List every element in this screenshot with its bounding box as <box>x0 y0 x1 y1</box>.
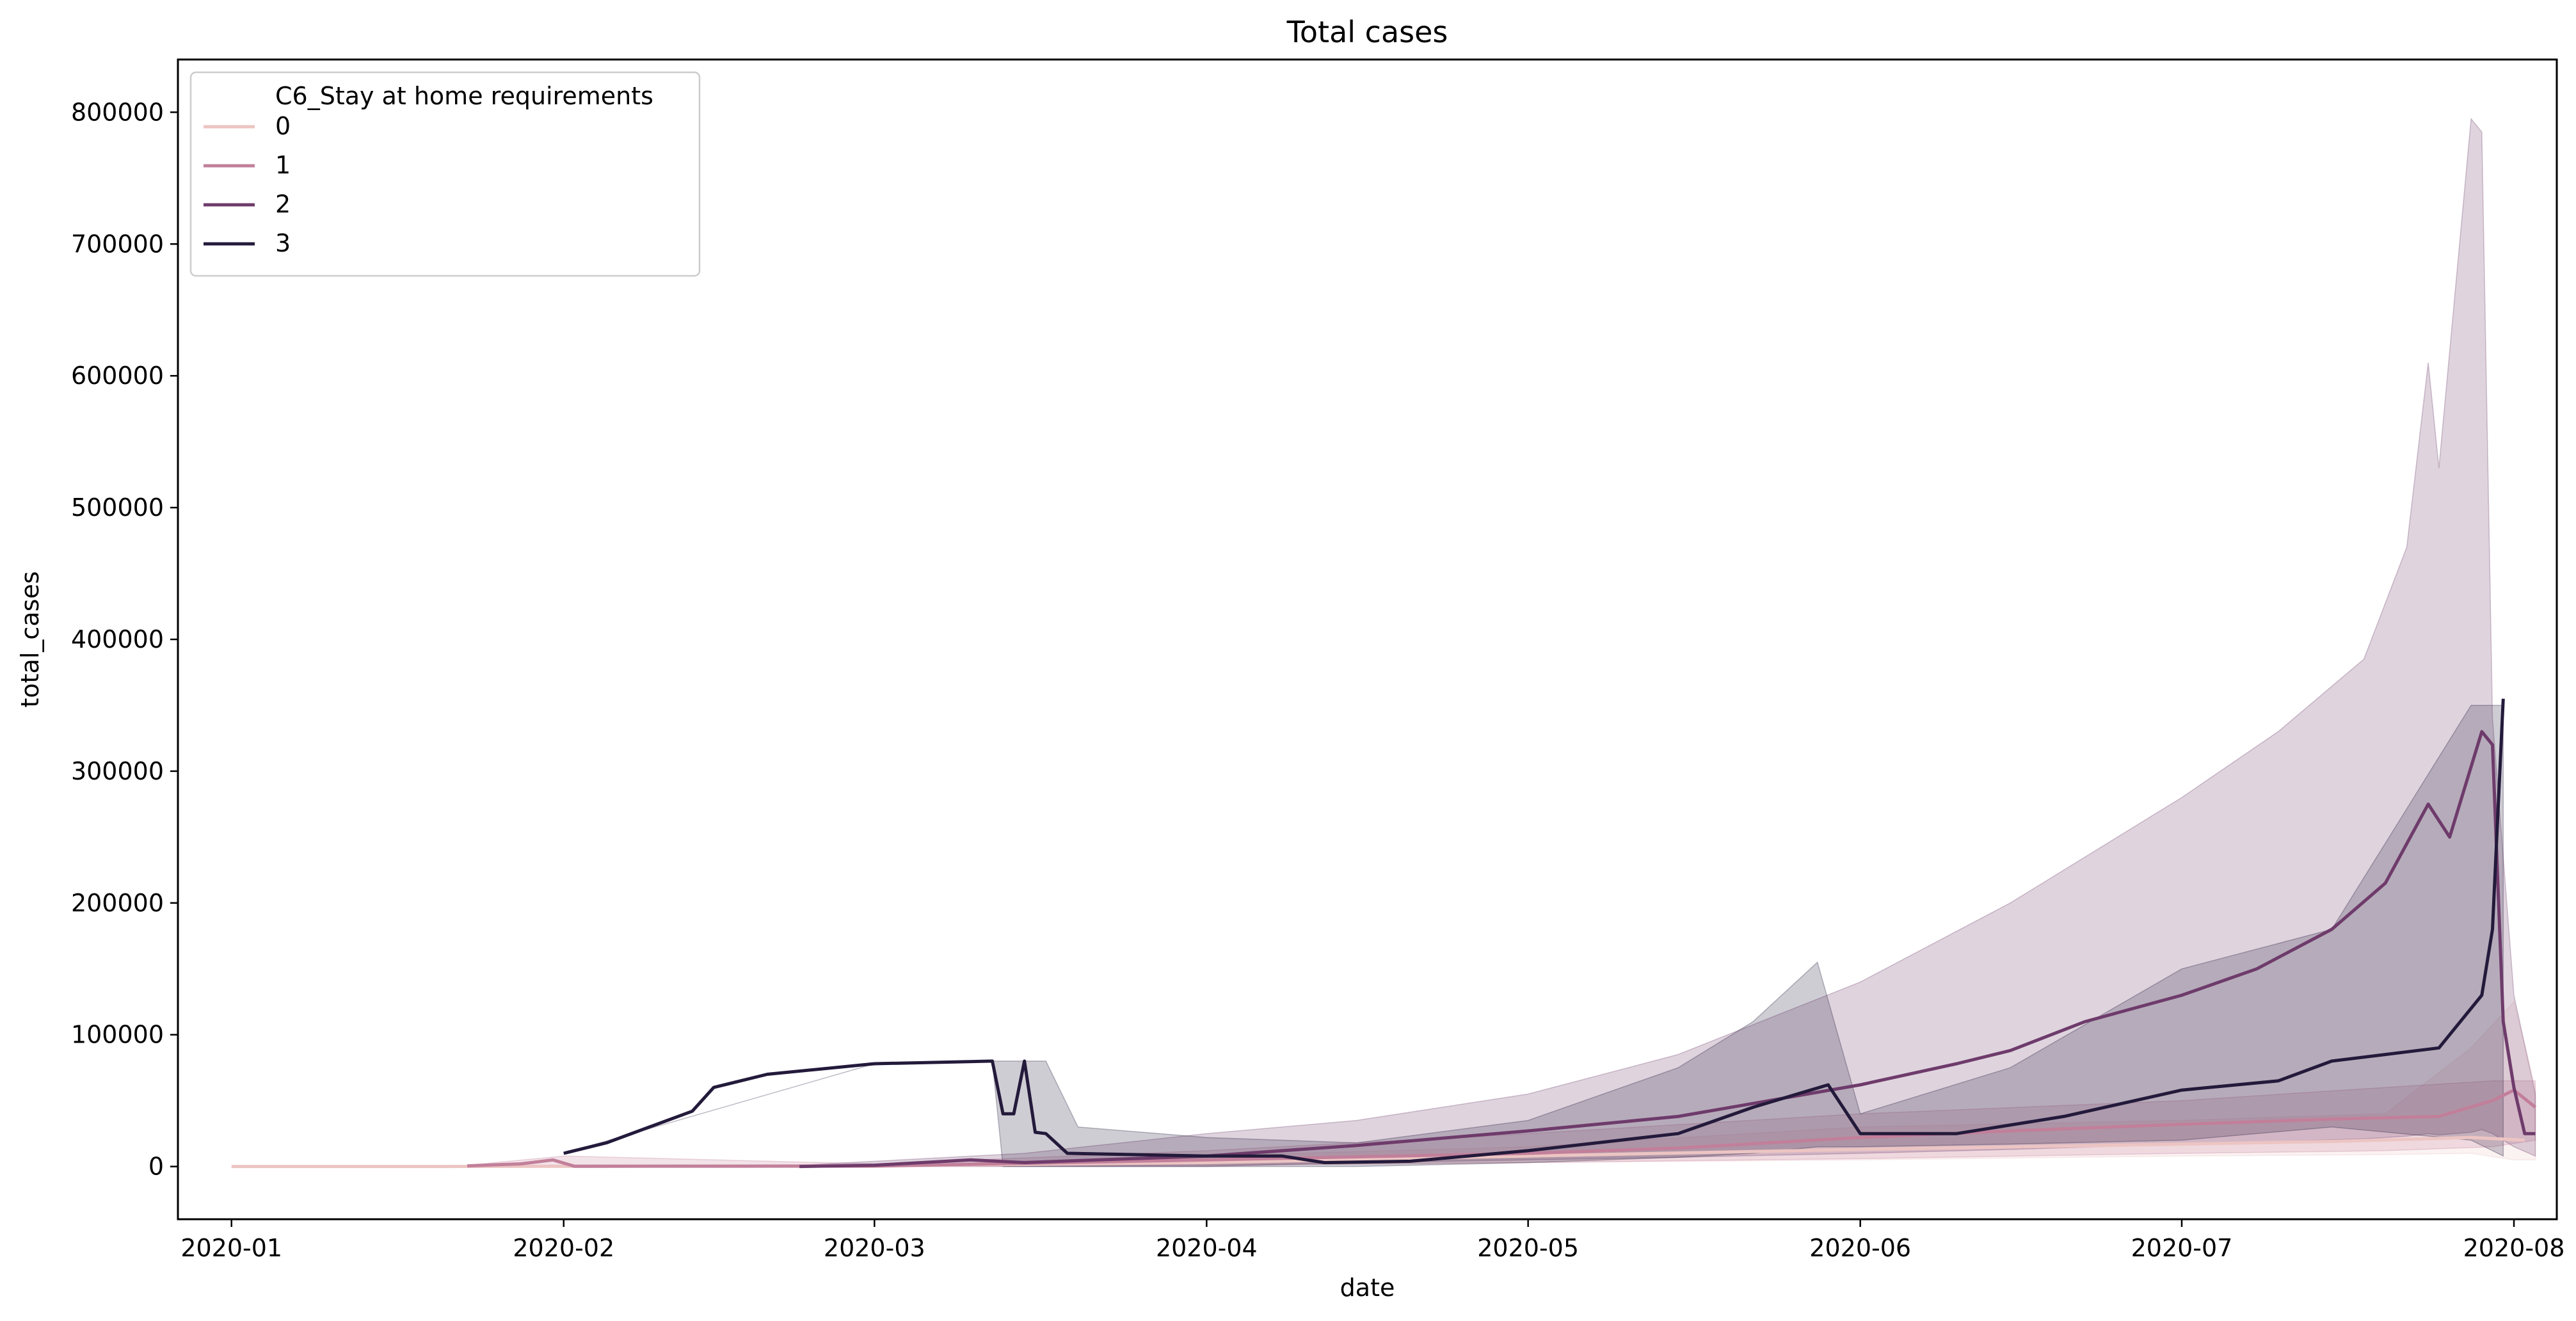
series-line-1 <box>467 1088 2537 1168</box>
x-tick-label: 2020-08 <box>2463 1234 2565 1262</box>
series-line-3 <box>563 698 2505 1164</box>
x-tick-label: 2020-04 <box>1156 1234 1258 1262</box>
legend-label-1: 1 <box>275 151 291 179</box>
confidence-band-series-2 <box>799 117 2536 1167</box>
legend-label-0: 0 <box>275 112 291 140</box>
x-axis-label: date <box>1340 1274 1395 1302</box>
y-tick-label: 200000 <box>71 889 164 917</box>
series-lines <box>231 698 2537 1169</box>
y-tick-label: 400000 <box>71 625 164 653</box>
y-tick-label: 700000 <box>71 230 164 258</box>
legend-box <box>189 71 701 277</box>
x-tick-label: 2020-05 <box>1477 1234 1579 1262</box>
x-tick-label: 2020-03 <box>824 1234 925 1262</box>
series-line-2 <box>799 730 2536 1169</box>
y-axis-ticks: 0 100000 200000 300000 400000 500000 600000 700… <box>71 98 178 1181</box>
x-tick-label: 2020-06 <box>1809 1234 1911 1262</box>
y-axis-label: total_cases <box>16 571 44 707</box>
y-tick-label: 600000 <box>71 362 164 390</box>
x-axis-ticks: 2020-01 2020-02 2020-03 2020-04 2020-05 2020-… <box>180 1219 2564 1262</box>
legend-items: 0 1 2 3 <box>204 112 291 257</box>
legend-label-3: 3 <box>275 229 291 257</box>
x-tick-label: 2020-01 <box>180 1234 282 1262</box>
series-line-0 <box>231 1135 2525 1169</box>
x-tick-label: 2020-02 <box>513 1234 614 1262</box>
y-tick-label: 300000 <box>71 757 164 785</box>
legend-label-2: 2 <box>275 190 291 218</box>
confidence-band-series-0 <box>231 1000 2536 1167</box>
chart-title: Total cases <box>1286 15 1448 49</box>
y-tick-label: 500000 <box>71 493 164 522</box>
legend-title: C6_Stay at home requirements <box>275 82 653 110</box>
y-tick-label: 800000 <box>71 98 164 126</box>
y-tick-label: 0 <box>148 1153 164 1181</box>
legend: C6_Stay at home requirements 0 1 2 3 <box>189 71 701 277</box>
y-tick-label: 100000 <box>71 1021 164 1049</box>
x-tick-label: 2020-07 <box>2131 1234 2233 1262</box>
